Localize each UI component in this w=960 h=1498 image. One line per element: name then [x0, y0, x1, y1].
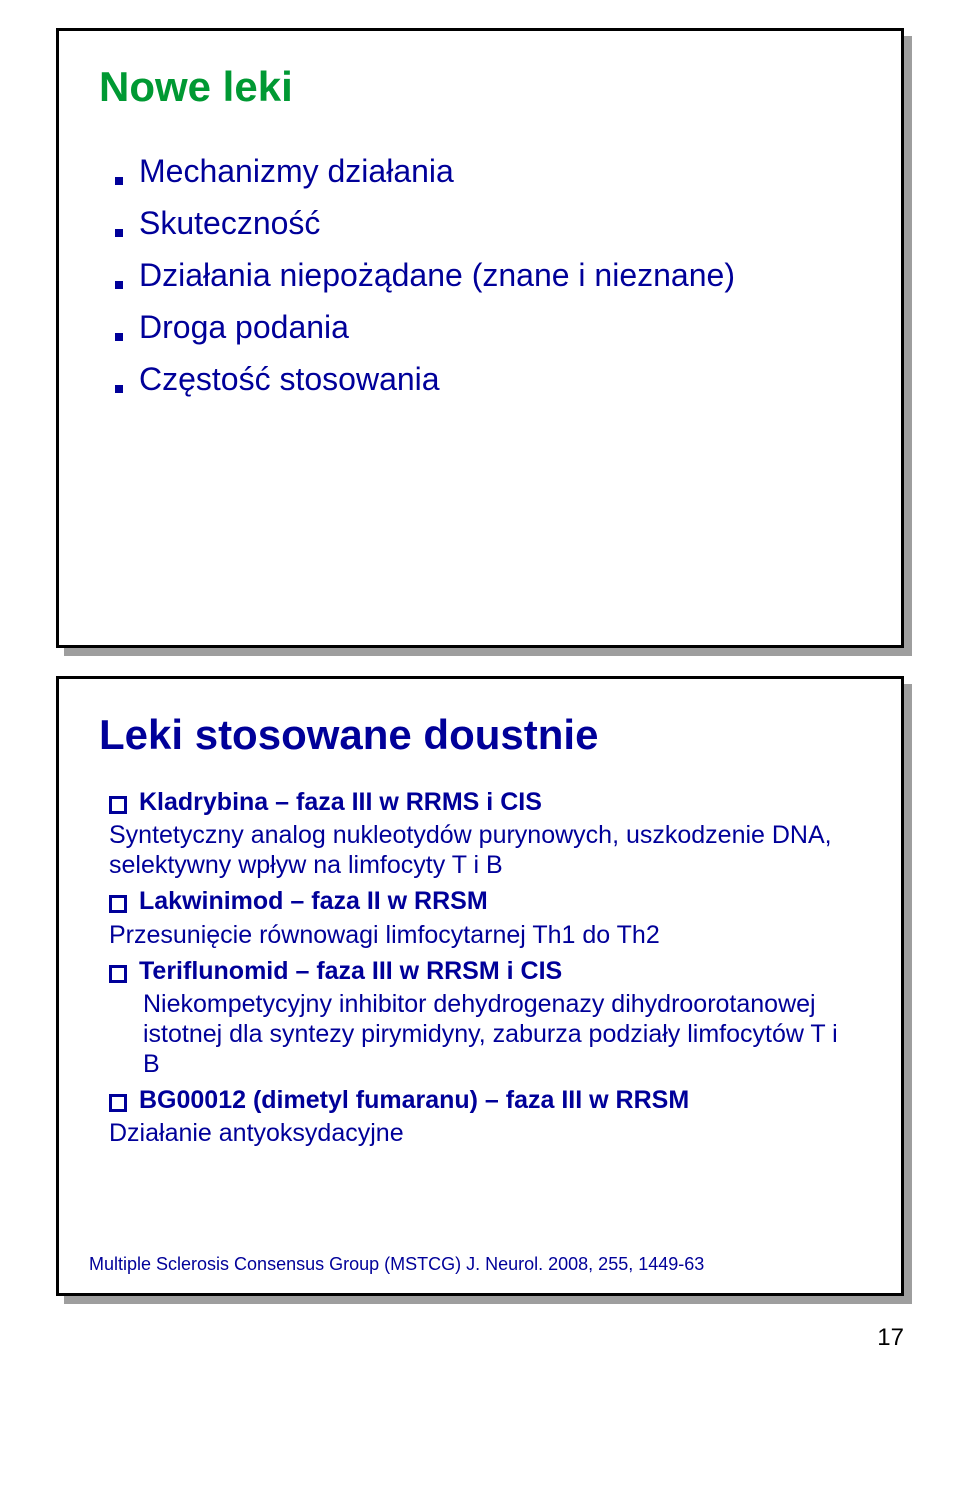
list-item: Kladrybina – faza III w RRMS i CIS [109, 787, 861, 818]
list-item: Częstość stosowania [115, 359, 861, 399]
bullet-icon [115, 281, 123, 289]
slide-2-items: Kladrybina – faza III w RRMS i CIS Synte… [99, 787, 861, 1148]
bullet-icon [115, 177, 123, 185]
item-head: BG00012 (dimetyl fumaranu) – faza III w … [139, 1085, 689, 1116]
slide-1-title: Nowe leki [99, 63, 861, 111]
bullet-icon [115, 333, 123, 341]
reference-text: Multiple Sclerosis Consensus Group (MSTC… [89, 1254, 704, 1275]
item-head: Kladrybina – faza III w RRMS i CIS [139, 787, 542, 818]
list-item: Skuteczność [115, 203, 861, 243]
square-icon [109, 965, 127, 983]
square-icon [109, 895, 127, 913]
bullet-text: Mechanizmy działania [139, 151, 454, 191]
list-item: Mechanizmy działania [115, 151, 861, 191]
square-icon [109, 796, 127, 814]
list-item: BG00012 (dimetyl fumaranu) – faza III w … [109, 1085, 861, 1116]
bullet-text: Działania niepożądane (znane i nieznane) [139, 255, 735, 295]
item-desc: Syntetyczny analog nukleotydów purynowyc… [109, 820, 861, 880]
list-item: Teriflunomid – faza III w RRSM i CIS [109, 956, 861, 987]
bullet-text: Skuteczność [139, 203, 320, 243]
slide-2-title: Leki stosowane doustnie [99, 711, 861, 759]
item-desc: Działanie antyoksydacyjne [109, 1118, 861, 1148]
item-desc: Przesunięcie równowagi limfocytarnej Th1… [109, 920, 861, 950]
square-icon [109, 1094, 127, 1112]
bullet-text: Częstość stosowania [139, 359, 440, 399]
item-head: Lakwinimod – faza II w RRSM [139, 886, 488, 917]
list-item: Lakwinimod – faza II w RRSM [109, 886, 861, 917]
slide-1: Nowe leki Mechanizmy działania Skuteczno… [56, 28, 904, 648]
list-item: Działania niepożądane (znane i nieznane) [115, 255, 861, 295]
slide-1-bullets: Mechanizmy działania Skuteczność Działan… [99, 151, 861, 399]
slide-2: Leki stosowane doustnie Kladrybina – faz… [56, 676, 904, 1296]
page: Nowe leki Mechanizmy działania Skuteczno… [0, 28, 960, 1352]
item-head: Teriflunomid – faza III w RRSM i CIS [139, 956, 562, 987]
bullet-text: Droga podania [139, 307, 349, 347]
list-item: Droga podania [115, 307, 861, 347]
page-number: 17 [0, 1324, 904, 1352]
bullet-icon [115, 385, 123, 393]
item-desc: Niekompetycyjny inhibitor dehydrogenazy … [143, 989, 861, 1079]
bullet-icon [115, 229, 123, 237]
